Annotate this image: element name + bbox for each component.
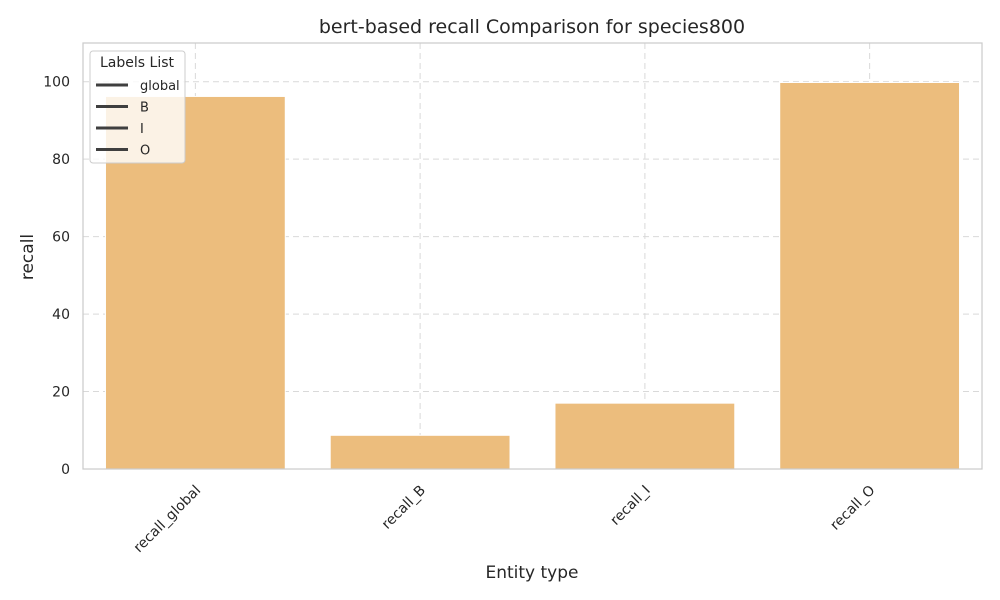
chart-title: bert-based recall Comparison for species… bbox=[319, 16, 745, 38]
x-axis-label: Entity type bbox=[485, 563, 578, 583]
y-tick-label: 20 bbox=[52, 385, 70, 401]
legend-title: Labels List bbox=[100, 55, 174, 71]
x-tick-label: recall_O bbox=[827, 483, 878, 534]
plot-frame bbox=[82, 42, 983, 470]
y-axis-label: recall bbox=[18, 234, 38, 280]
x-tick-label: recall_B bbox=[379, 483, 429, 533]
bar-recall-B bbox=[329, 434, 511, 470]
y-tick-label: 100 bbox=[43, 75, 70, 91]
x-tick-label: recall_global bbox=[131, 483, 204, 556]
x-axis-ticks: recall_global recall_B recall_I recall_O bbox=[131, 483, 879, 556]
legend: Labels List global BIO bbox=[89, 50, 186, 164]
legend-items: global BIO bbox=[96, 79, 180, 159]
legend-label: global bbox=[140, 79, 180, 94]
y-tick-label: 60 bbox=[52, 230, 70, 246]
legend-box bbox=[89, 50, 186, 164]
y-axis-ticks: 0 20 40 60 80 100 bbox=[43, 75, 70, 478]
y-tick-label: 40 bbox=[52, 307, 70, 323]
legend-label: B bbox=[140, 101, 149, 116]
bars bbox=[104, 82, 961, 470]
y-tick-label: 0 bbox=[61, 462, 70, 478]
y-tick-label: 80 bbox=[52, 152, 70, 168]
bar-recall-O bbox=[779, 82, 961, 470]
legend-label: I bbox=[140, 122, 144, 137]
x-tick-label: recall_I bbox=[608, 483, 654, 529]
legend-label: O bbox=[140, 144, 150, 159]
bar-recall-I bbox=[554, 402, 736, 470]
